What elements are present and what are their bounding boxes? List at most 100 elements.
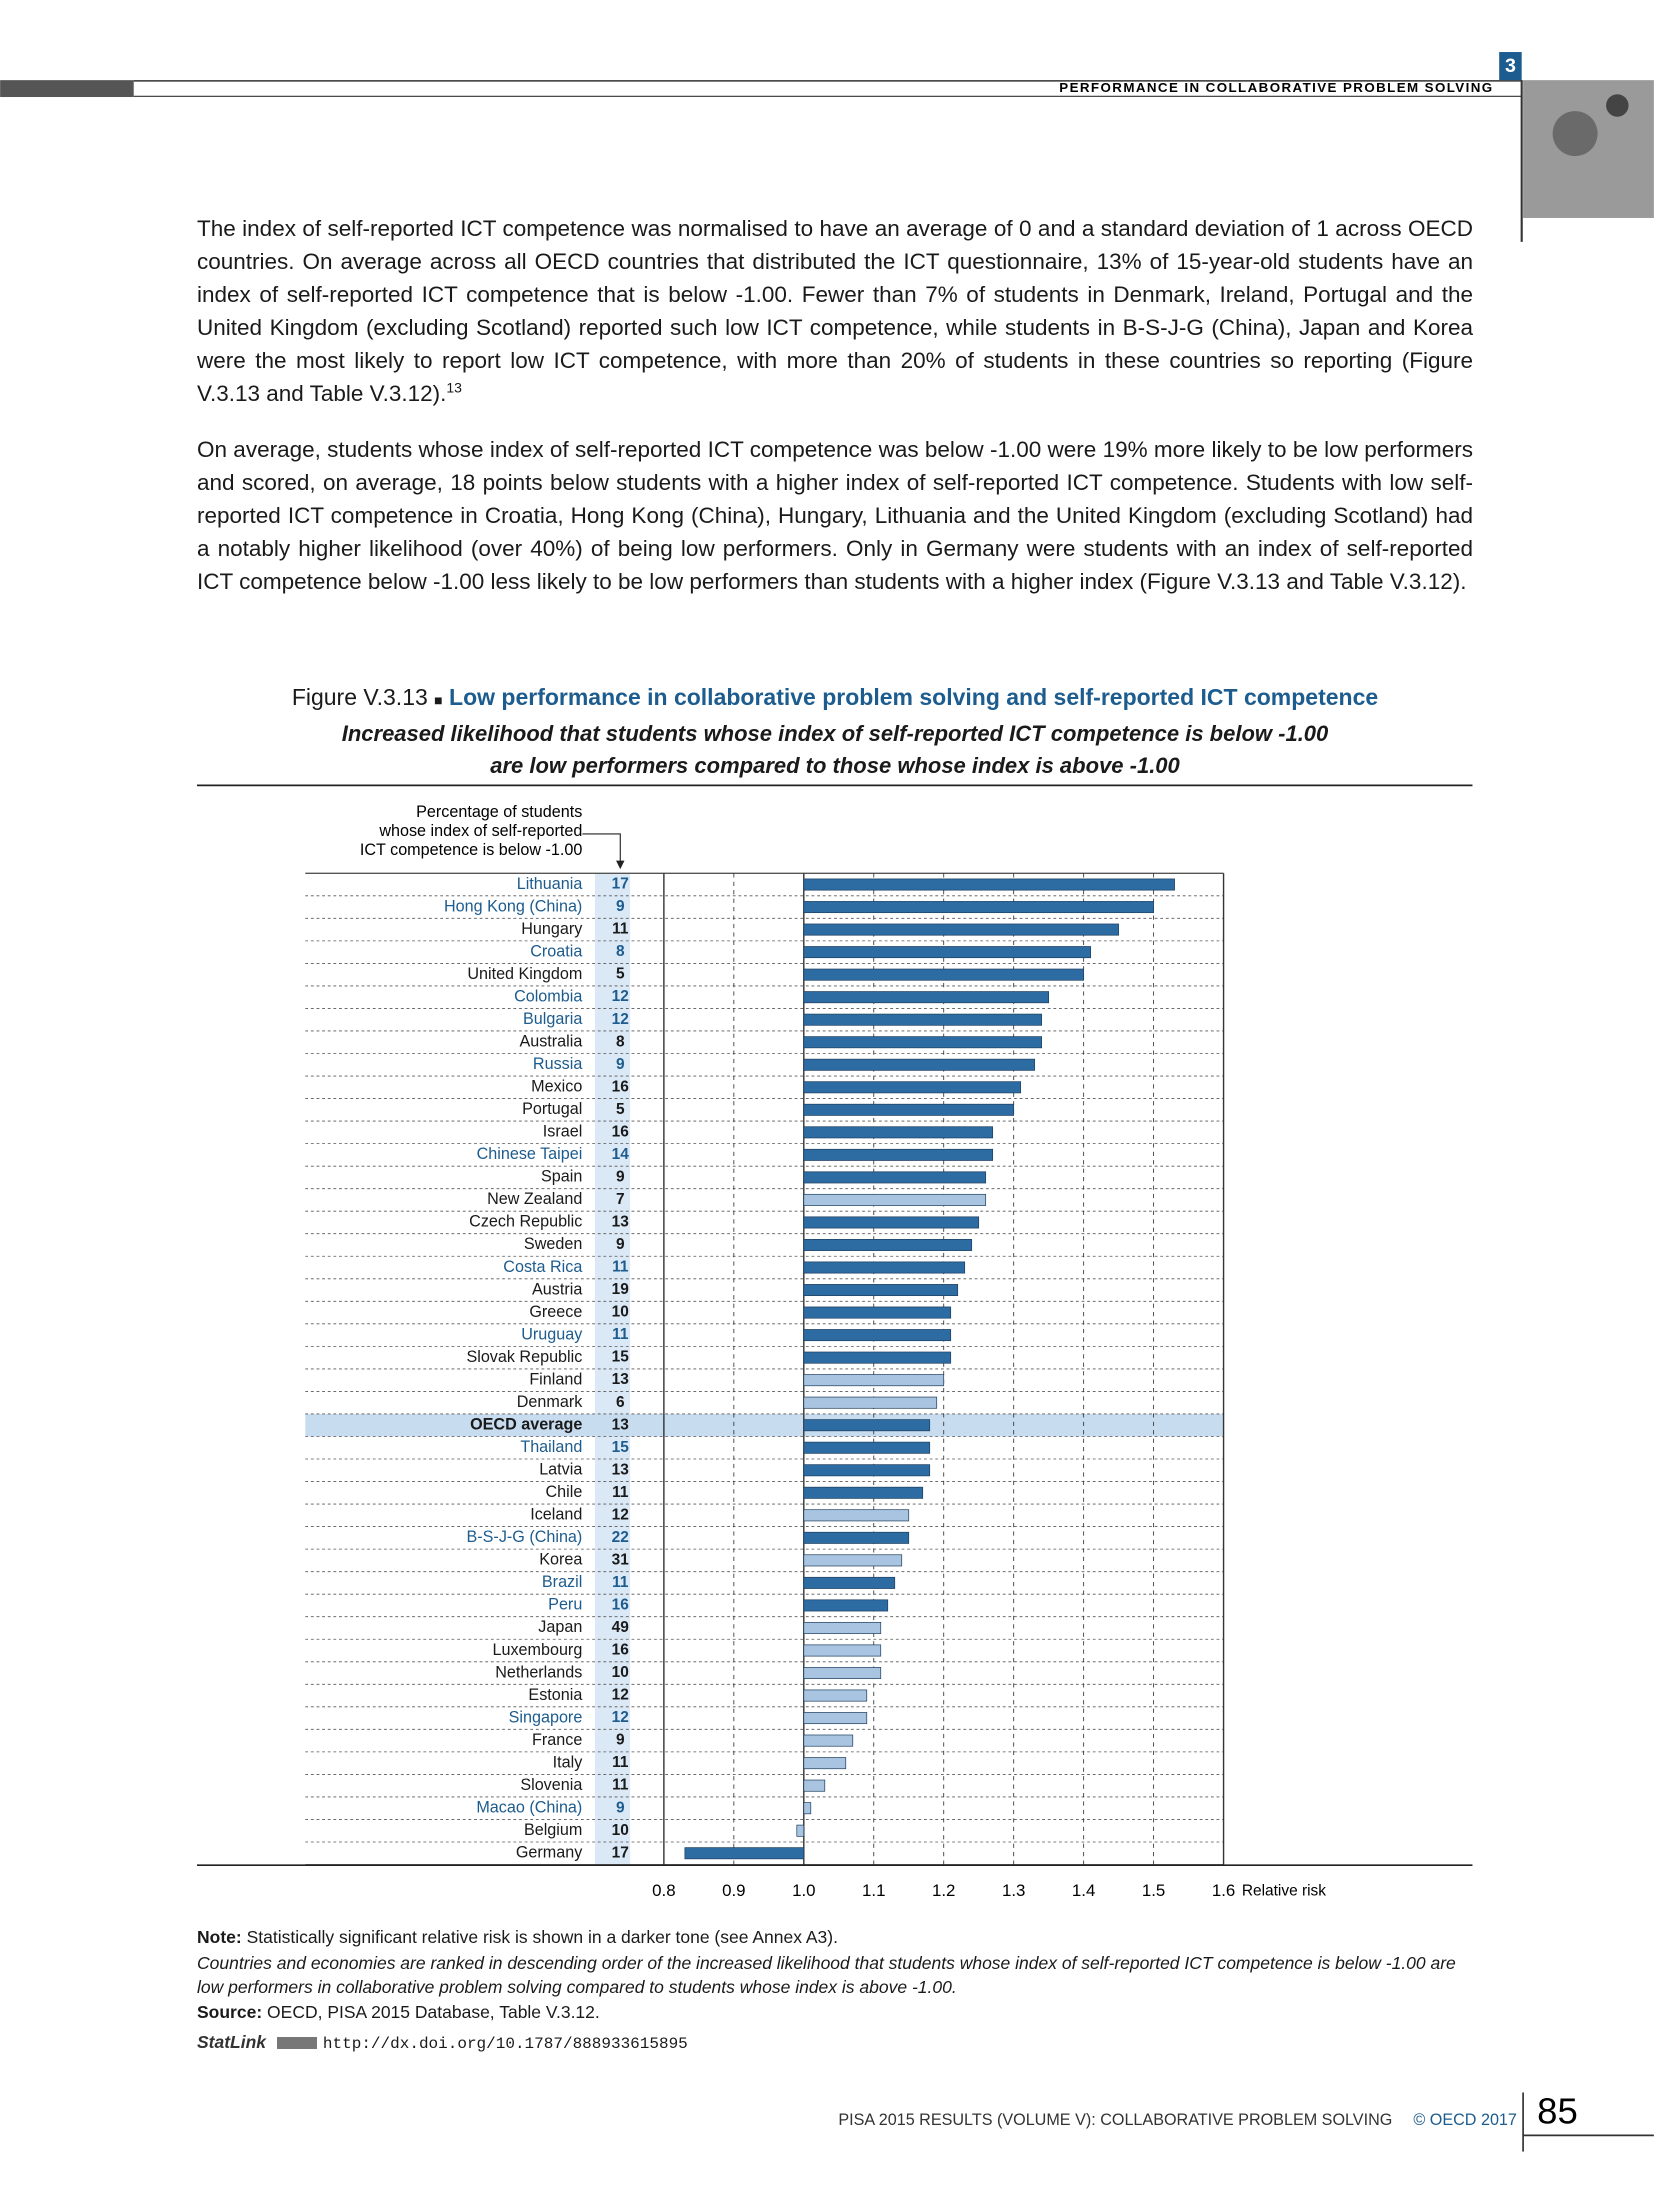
percentage-label: 13 <box>612 1416 630 1433</box>
highlight-row <box>305 1413 1224 1437</box>
bar <box>803 1103 1015 1116</box>
percentage-label: 31 <box>612 1551 630 1568</box>
percentage-label: 8 <box>616 943 625 960</box>
category-label: Macao (China) <box>476 1798 582 1816</box>
category-label: Mexico <box>531 1078 582 1096</box>
bar <box>803 901 1154 914</box>
percentage-label: 12 <box>612 1011 629 1028</box>
bar <box>803 1036 1043 1049</box>
category-label: Bulgaria <box>523 1010 582 1028</box>
bar <box>803 1396 938 1409</box>
statlink: StatLink http://dx.doi.org/10.1787/88893… <box>197 2030 1473 2056</box>
category-label: Australia <box>519 1032 582 1050</box>
percentage-label: 13 <box>612 1214 630 1231</box>
bar <box>803 1419 931 1432</box>
bar <box>803 1058 1036 1071</box>
bar <box>803 968 1084 981</box>
percentage-label: 5 <box>616 1101 625 1118</box>
bar <box>803 946 1091 959</box>
bar <box>796 1824 805 1837</box>
category-label: Croatia <box>530 942 582 960</box>
percentage-label: 16 <box>612 1123 630 1140</box>
bar <box>803 1441 931 1454</box>
chart-subtitle: Increased likelihood that students whose… <box>197 718 1473 782</box>
category-label: Belgium <box>524 1821 582 1839</box>
statlink-label: StatLink <box>197 2032 267 2052</box>
percentage-label: 9 <box>616 1732 625 1749</box>
category-label: United Kingdom <box>467 965 582 983</box>
percentage-label: 13 <box>612 1461 630 1478</box>
category-label: Finland <box>529 1370 582 1388</box>
bar <box>803 1667 882 1679</box>
bar <box>803 991 1050 1004</box>
percentage-label: 10 <box>612 1664 629 1681</box>
bar <box>803 1306 952 1319</box>
footnote-ref: 13 <box>446 379 462 396</box>
bar <box>803 1531 910 1544</box>
arrow-head <box>616 860 625 870</box>
category-label: Slovenia <box>520 1776 582 1794</box>
percentage-label: 10 <box>612 1822 629 1839</box>
percentage-label: 12 <box>612 1506 629 1523</box>
bar <box>803 1802 812 1815</box>
photo-shape <box>1606 94 1629 117</box>
percentage-label: 12 <box>612 1709 629 1726</box>
category-label: Costa Rica <box>503 1258 582 1276</box>
category-label: OECD average <box>470 1415 582 1433</box>
category-label: New Zealand <box>487 1190 582 1208</box>
subtitle-line: are low performers compared to those who… <box>490 753 1180 778</box>
category-label: Brazil <box>542 1573 582 1591</box>
bar <box>803 1464 931 1477</box>
percentage-column <box>594 873 631 1865</box>
category-label: Latvia <box>539 1461 582 1479</box>
category-label: Germany <box>516 1844 583 1862</box>
x-tick-label: 0.8 <box>652 1881 675 1900</box>
percentage-label: 16 <box>612 1078 630 1095</box>
x-tick-label: 1.3 <box>1002 1881 1025 1900</box>
category-label: Iceland <box>530 1506 582 1524</box>
source-label: Source: <box>197 2002 263 2022</box>
source-text: OECD, PISA 2015 Database, Table V.3.12. <box>267 2002 600 2022</box>
percentage-label: 9 <box>616 1236 625 1253</box>
percentage-label: 22 <box>612 1529 629 1546</box>
figure-label: Figure V.3.13 <box>291 684 428 710</box>
bar <box>803 1148 994 1161</box>
percentage-label: 12 <box>612 1687 629 1704</box>
bar <box>803 1599 889 1612</box>
category-label: Japan <box>538 1618 582 1636</box>
percentage-label: 14 <box>612 1146 630 1163</box>
bar <box>803 1757 847 1770</box>
x-tick-label: 1.5 <box>1142 1881 1165 1900</box>
percentage-label: 11 <box>612 921 629 938</box>
bar <box>803 1013 1043 1026</box>
subtitle-line: Increased likelihood that students whose… <box>341 721 1329 746</box>
category-label: Peru <box>548 1596 582 1614</box>
percentage-label: 9 <box>616 898 625 915</box>
bar <box>803 1644 882 1657</box>
percentage-label: 16 <box>612 1597 630 1614</box>
note-label: Note: <box>197 1927 242 1947</box>
category-label: Italy <box>553 1753 584 1771</box>
bar <box>803 1081 1022 1094</box>
category-label: Chinese Taipei <box>477 1145 583 1163</box>
category-label: Sweden <box>524 1235 582 1253</box>
x-axis-label: Relative risk <box>1242 1882 1326 1899</box>
bar <box>803 1374 945 1387</box>
note: Note: Statistically significant relative… <box>197 1925 1473 1949</box>
x-tick-label: 0.9 <box>722 1881 745 1900</box>
paragraph: The index of self-reported ICT competenc… <box>197 212 1473 410</box>
x-tick-label: 1.6 <box>1212 1881 1235 1900</box>
bar <box>803 923 1119 936</box>
category-label: Singapore <box>509 1708 583 1726</box>
statlink-url: http://dx.doi.org/10.1787/888933615895 <box>322 2035 688 2053</box>
chapter-box <box>1499 52 1522 81</box>
category-label: Lithuania <box>517 875 583 893</box>
bar <box>803 1509 910 1522</box>
column-header: Percentage of students <box>416 803 582 821</box>
category-label: Netherlands <box>495 1663 582 1681</box>
bar <box>803 1576 896 1589</box>
running-title: PERFORMANCE IN COLLABORATIVE PROBLEM SOL… <box>1059 80 1493 95</box>
bar <box>803 1486 924 1499</box>
